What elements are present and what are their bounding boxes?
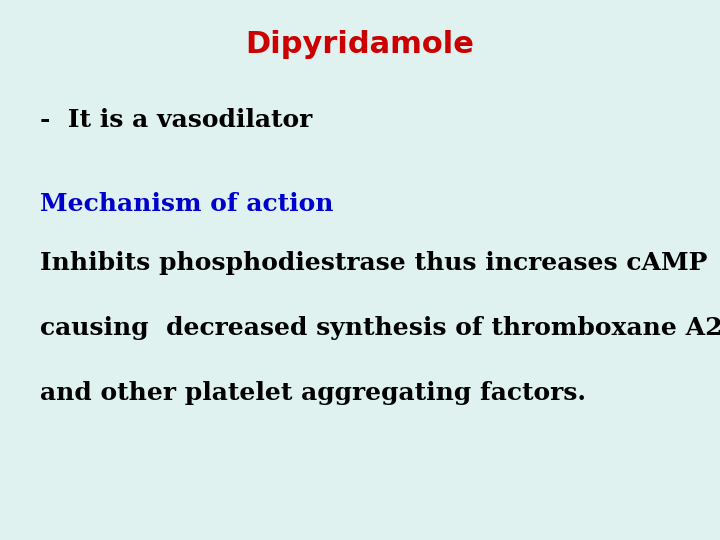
Text: -  It is a vasodilator: - It is a vasodilator [40, 108, 312, 132]
Text: Mechanism of action: Mechanism of action [40, 192, 333, 215]
Text: Dipyridamole: Dipyridamole [246, 30, 474, 59]
Text: Inhibits phosphodiestrase thus increases cAMP: Inhibits phosphodiestrase thus increases… [40, 251, 707, 275]
Text: causing  decreased synthesis of thromboxane A2: causing decreased synthesis of thromboxa… [40, 316, 720, 340]
Text: and other platelet aggregating factors.: and other platelet aggregating factors. [40, 381, 585, 404]
